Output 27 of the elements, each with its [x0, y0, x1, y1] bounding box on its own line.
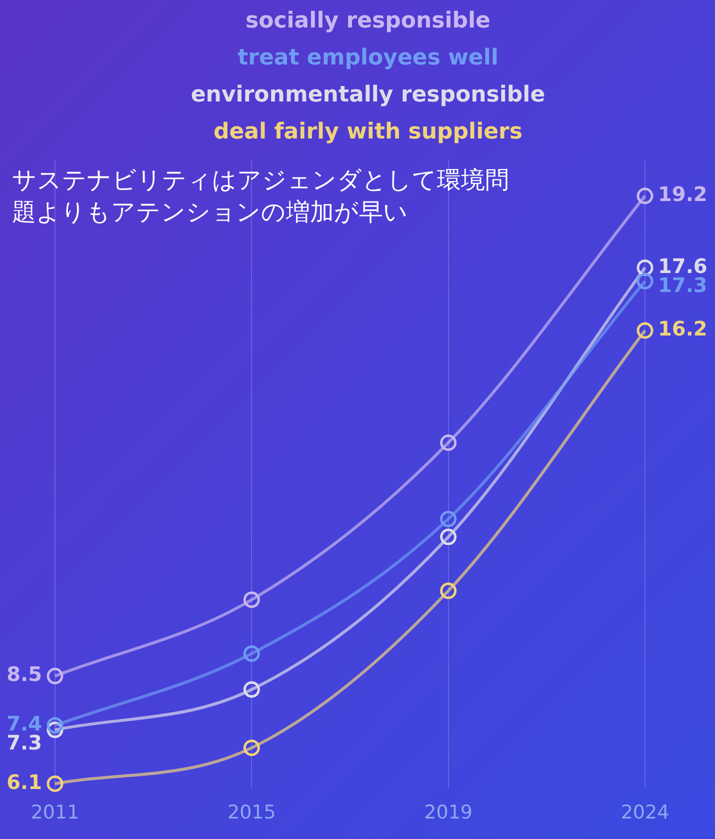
text: socially responsible: [246, 8, 490, 34]
annotation: サステナビリティはアジェンダとして環境問題よりもアテンションの増加が早い: [12, 166, 509, 226]
data-label: 6.1: [6, 770, 42, 794]
point: [636, 322, 654, 339]
point: [243, 591, 260, 608]
point: [440, 510, 457, 528]
data-label: 8.5: [6, 662, 42, 686]
text: treat employees well: [238, 46, 498, 71]
point: [636, 272, 654, 290]
point: [440, 582, 457, 600]
x-tick-label: 2015: [227, 802, 276, 824]
point: [243, 681, 260, 698]
point: [440, 528, 457, 546]
point: [46, 717, 64, 734]
x-tick-label: 2019: [424, 802, 473, 824]
data-label: 16.2: [658, 316, 708, 341]
x-tick-label: 2011: [30, 802, 80, 824]
point: [243, 645, 260, 662]
text: environmentally responsible: [190, 82, 546, 108]
point: [636, 188, 654, 204]
point: [46, 668, 64, 684]
x-tick-label: 2024: [620, 802, 670, 824]
point: [46, 775, 64, 792]
point: [440, 434, 457, 451]
data-label: 19.2: [658, 182, 708, 206]
point: [243, 740, 260, 756]
text: deal fairly with suppliers: [214, 120, 522, 145]
